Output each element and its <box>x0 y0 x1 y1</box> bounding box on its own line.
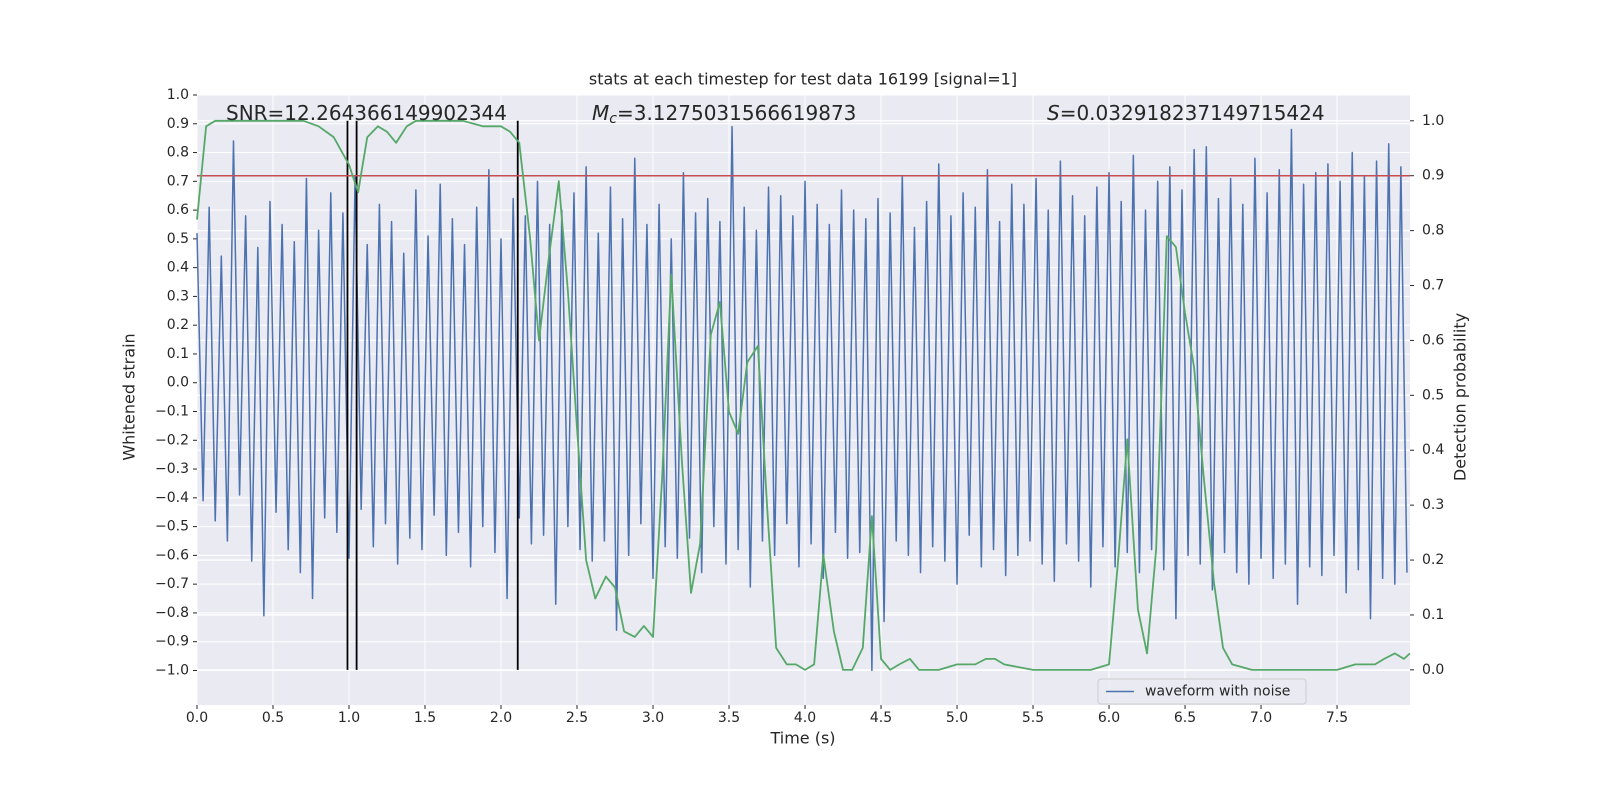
y-tick-label: −0.8 <box>155 605 189 621</box>
y-tick-label: 0.8 <box>167 145 189 161</box>
y-tick-label: 0.7 <box>167 173 189 189</box>
y2-tick-label: 0.6 <box>1422 332 1444 348</box>
y-tick-label: 1.0 <box>167 87 189 103</box>
y2-tick-label: 1.0 <box>1422 113 1444 129</box>
y-tick-label: −0.5 <box>155 519 189 535</box>
y-tick-label: 0.6 <box>167 202 189 218</box>
x-tick-label: 5.0 <box>946 710 968 726</box>
y-tick-label: −0.9 <box>155 634 189 650</box>
annotation-symbol: S <box>1047 101 1060 125</box>
x-tick-label: 3.0 <box>642 710 664 726</box>
legend-label: waveform with noise <box>1145 684 1290 700</box>
y-tick-label: −0.3 <box>155 461 189 477</box>
y-tick-label: 0.4 <box>167 260 189 276</box>
annotation-text: SNR=12.264366149902344 <box>226 101 507 125</box>
y2-tick-label: 0.7 <box>1422 278 1444 294</box>
series-line <box>196 125 1408 672</box>
y-tick-label: 0.0 <box>167 375 189 391</box>
x-tick-label: 7.0 <box>1250 710 1272 726</box>
series-line <box>196 119 1411 671</box>
y2-tick-label: 0.0 <box>1422 662 1444 678</box>
x-tick-label: 7.5 <box>1326 710 1348 726</box>
y2-tick-label: 0.8 <box>1422 223 1444 239</box>
y-tick-label: −1.0 <box>155 662 189 678</box>
plot-area <box>197 95 1410 705</box>
annotation: Mc=3.1275031566619873 <box>592 101 856 128</box>
y2-tick-label: 0.5 <box>1422 387 1444 403</box>
y-tick-label: 0.2 <box>167 317 189 333</box>
y2-tick-label: 0.1 <box>1422 607 1444 623</box>
x-tick-label: 0.5 <box>262 710 284 726</box>
annotation: SNR=12.264366149902344 <box>226 101 507 125</box>
x-tick-label: 4.0 <box>794 710 816 726</box>
y2-axis-label: Detection probability <box>1451 313 1470 481</box>
y2-tick-label: 0.9 <box>1422 168 1444 184</box>
annotation: S=0.032918237149715424 <box>1047 101 1325 125</box>
y-tick-label: 0.1 <box>167 346 189 362</box>
x-tick-label: 6.5 <box>1174 710 1196 726</box>
y-tick-label: −0.6 <box>155 547 189 563</box>
y-tick-label: 0.9 <box>167 116 189 132</box>
x-tick-label: 1.0 <box>338 710 360 726</box>
legend-box <box>1097 678 1307 705</box>
x-tick-label: 2.5 <box>566 710 588 726</box>
annotation-text: =0.032918237149715424 <box>1060 101 1325 125</box>
y-tick-label: 0.5 <box>167 231 189 247</box>
x-tick-label: 4.5 <box>870 710 892 726</box>
y-tick-label: 0.3 <box>167 288 189 304</box>
y-tick-label: −0.2 <box>155 432 189 448</box>
annotation-text: =3.1275031566619873 <box>617 101 856 125</box>
annotation-subscript: c <box>609 111 617 127</box>
chart-title: stats at each timestep for test data 161… <box>589 70 1017 89</box>
x-axis-label: Time (s) <box>769 729 835 748</box>
y2-tick-label: 0.4 <box>1422 442 1444 458</box>
x-tick-label: 2.0 <box>490 710 512 726</box>
x-tick-label: 5.5 <box>1022 710 1044 726</box>
y-tick-label: −0.1 <box>155 404 189 420</box>
x-tick-label: 1.5 <box>414 710 436 726</box>
y-tick-label: −0.7 <box>155 576 189 592</box>
y-tick-label: −0.4 <box>155 490 189 506</box>
y-axis-label: Whitened strain <box>120 333 139 460</box>
y2-tick-label: 0.2 <box>1422 552 1444 568</box>
annotation-symbol: M <box>592 101 609 125</box>
x-tick-label: 6.0 <box>1098 710 1120 726</box>
y2-tick-label: 0.3 <box>1422 497 1444 513</box>
x-tick-label: 0.0 <box>186 710 208 726</box>
x-tick-label: 3.5 <box>718 710 740 726</box>
